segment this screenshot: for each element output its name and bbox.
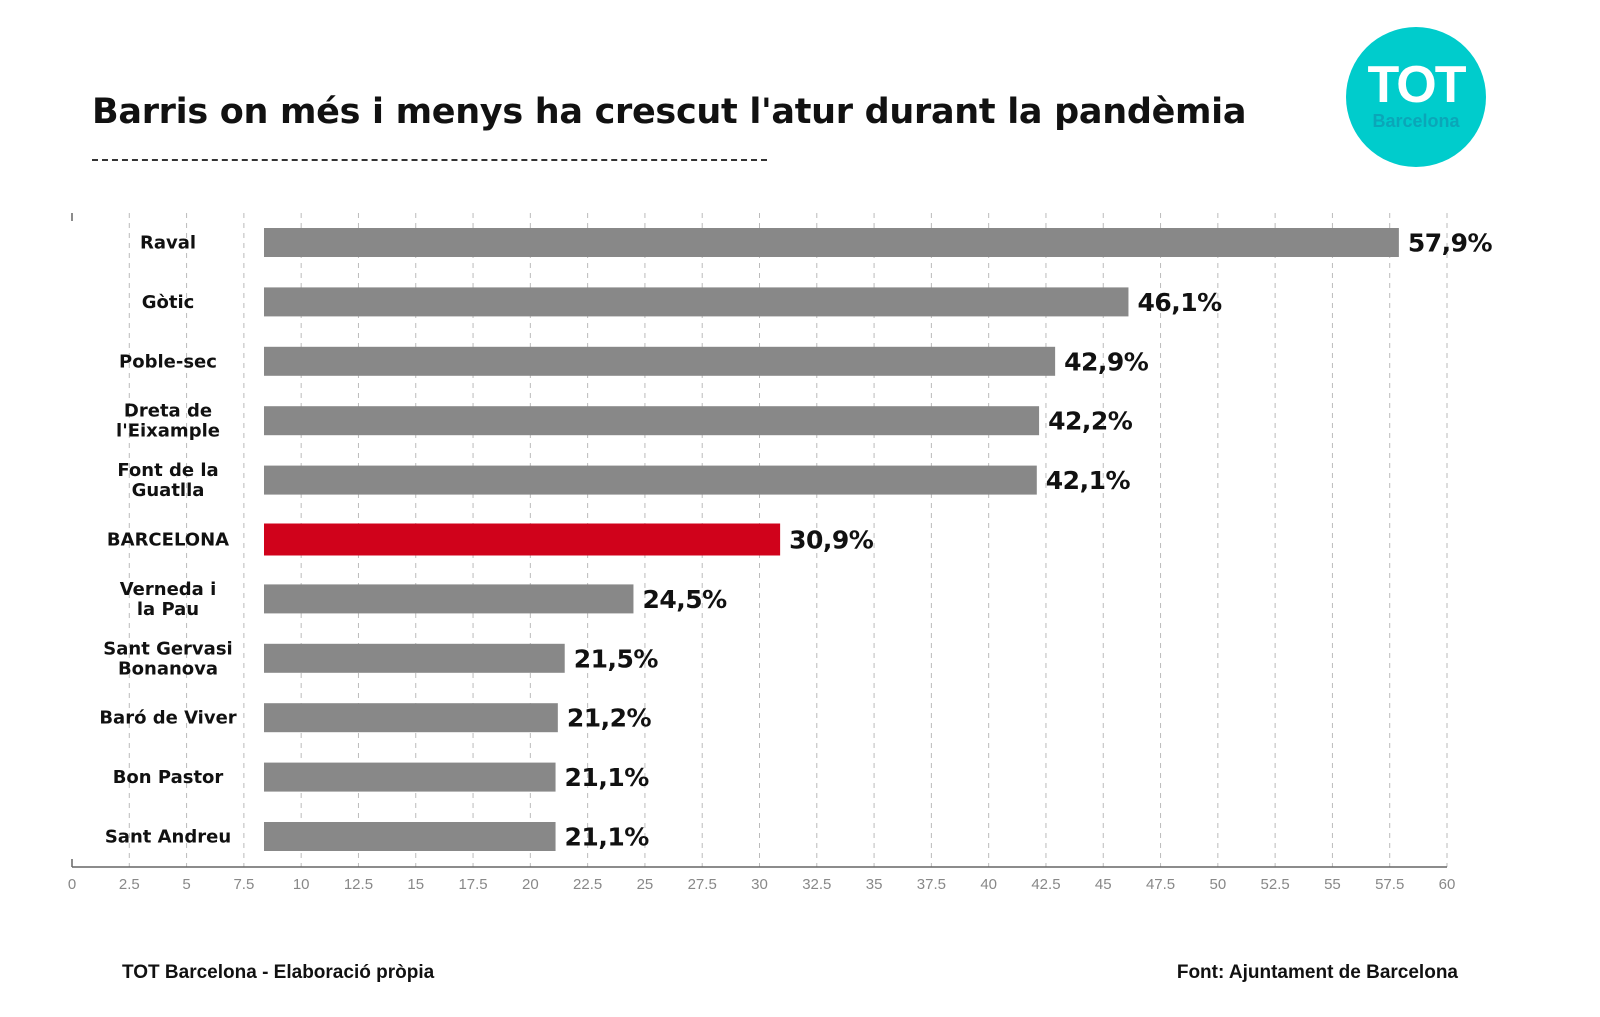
bar [264,762,556,792]
x-tick-label: 60 [1439,876,1456,893]
category-label: l'Eixample [116,421,220,442]
logo-text-barcelona: Barcelona [1372,111,1460,131]
footer-credit: TOT Barcelona - Elaboració pròpia [122,962,435,983]
title-divider [92,159,767,161]
value-label: 42,9% [1064,347,1149,376]
x-tick-label: 47.5 [1146,876,1175,893]
value-label: 57,9% [1408,229,1493,258]
x-tick-label: 10 [293,876,310,893]
x-tick-label: 35 [866,876,883,893]
x-tick-label: 40 [980,876,997,893]
x-tick-label: 2.5 [119,876,140,893]
x-tick-label: 25 [637,876,654,893]
logo-text-tot: TOT [1367,56,1466,114]
bar [264,228,1399,257]
category-label: Sant Gervasi [103,638,232,659]
x-tick-label: 55 [1324,876,1341,893]
category-label: Sant Andreu [105,827,231,848]
x-tick-label: 32.5 [802,876,831,893]
category-label: Raval [140,233,196,254]
category-label: Guatlla [132,480,205,501]
x-tick-label: 52.5 [1261,876,1290,893]
category-label: Poble-sec [119,351,217,372]
bar [264,465,1037,495]
x-tick-label: 37.5 [917,876,946,893]
category-label: Dreta de [124,401,212,422]
value-label: 42,2% [1048,407,1133,436]
category-label: Verneda i [120,579,217,600]
x-tick-label: 22.5 [573,876,602,893]
value-label: 21,2% [567,704,652,733]
bar-highlight [264,523,781,556]
value-label: 21,5% [574,644,659,673]
footer-source: Font: Ajuntament de Barcelona [1176,962,1458,983]
bar [264,643,565,673]
bar [264,584,634,614]
value-label: 21,1% [565,823,650,852]
category-label: BARCELONA [107,530,229,551]
x-tick-label: 15 [407,876,424,893]
bar [264,822,556,851]
x-tick-label: 20 [522,876,539,893]
x-tick-label: 45 [1095,876,1112,893]
x-tick-label: 57.5 [1375,876,1404,893]
category-label: Bonanova [118,658,218,679]
value-label: 42,1% [1046,466,1131,495]
x-tick-label: 12.5 [344,876,373,893]
bar [264,406,1040,436]
bar [264,287,1129,317]
x-tick-label: 42.5 [1031,876,1060,893]
value-label: 24,5% [642,585,727,614]
category-label: Bon Pastor [113,767,224,788]
value-label: 30,9% [789,526,874,555]
category-label: Gòtic [142,292,195,313]
value-label: 21,1% [565,763,650,792]
x-tick-label: 7.5 [233,876,254,893]
bar [264,346,1056,376]
value-label: 46,1% [1137,288,1222,317]
x-tick-label: 30 [751,876,768,893]
x-tick-label: 50 [1209,876,1226,893]
bar [264,703,558,733]
category-label: Baró de Viver [99,708,236,729]
tot-barcelona-logo: TOT Barcelona [1346,27,1486,167]
x-tick-label: 0 [68,876,76,893]
category-label: la Pau [137,599,199,620]
chart-title: Barris on més i menys ha crescut l'atur … [92,92,1247,132]
x-tick-label: 27.5 [688,876,717,893]
x-tick-label: 17.5 [458,876,487,893]
x-tick-label: 5 [182,876,190,893]
category-label: Font de la [117,460,218,481]
